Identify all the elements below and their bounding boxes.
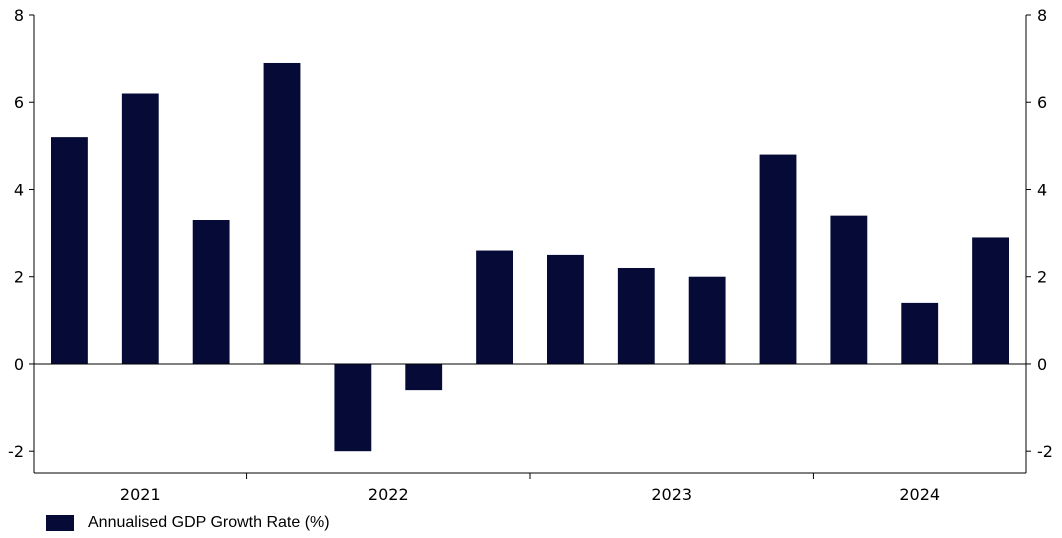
- y-tick-label-right: 2: [1037, 268, 1047, 287]
- y-tick-label-left: 0: [14, 355, 24, 374]
- bar: [121, 93, 159, 364]
- y-tick-label-left: 6: [14, 93, 24, 112]
- bar: [51, 137, 88, 364]
- bar: [547, 254, 584, 364]
- bar: [617, 267, 655, 364]
- legend-label: Annualised GDP Growth Rate (%): [88, 514, 330, 531]
- y-tick-label-right: -2: [1037, 442, 1053, 461]
- bar: [476, 250, 513, 364]
- legend-swatch: [46, 515, 74, 531]
- x-tick-label: 2022: [368, 485, 409, 504]
- y-tick-label-right: 6: [1037, 93, 1047, 112]
- bar: [972, 237, 1009, 364]
- x-tick-label: 2023: [651, 485, 692, 504]
- y-tick-label-left: 2: [14, 268, 24, 287]
- bar: [263, 62, 301, 364]
- bar: [901, 302, 939, 364]
- bar: [334, 363, 372, 452]
- tick-labels: -2 -2 0 0 2 2 4 4 6 6 8 8 2021 2022 2023 2024: [8, 6, 1053, 504]
- bar: [192, 220, 230, 364]
- y-tick-label-left: -2: [8, 442, 24, 461]
- bar: [405, 363, 443, 391]
- y-tick-label-right: 0: [1037, 355, 1047, 374]
- ticks: [29, 14, 1031, 479]
- bar: [830, 215, 868, 364]
- bar: [688, 276, 726, 364]
- axes: [33, 15, 1027, 474]
- bars: [51, 62, 1009, 452]
- y-tick-label-right: 4: [1037, 180, 1047, 199]
- y-tick-label-right: 8: [1037, 6, 1047, 25]
- x-tick-label: 2021: [120, 485, 161, 504]
- y-tick-label-left: 8: [14, 6, 24, 25]
- legend: Annualised GDP Growth Rate (%): [46, 512, 330, 534]
- bar: [759, 154, 797, 364]
- y-tick-label-left: 4: [14, 180, 24, 199]
- x-tick-label: 2024: [899, 485, 940, 504]
